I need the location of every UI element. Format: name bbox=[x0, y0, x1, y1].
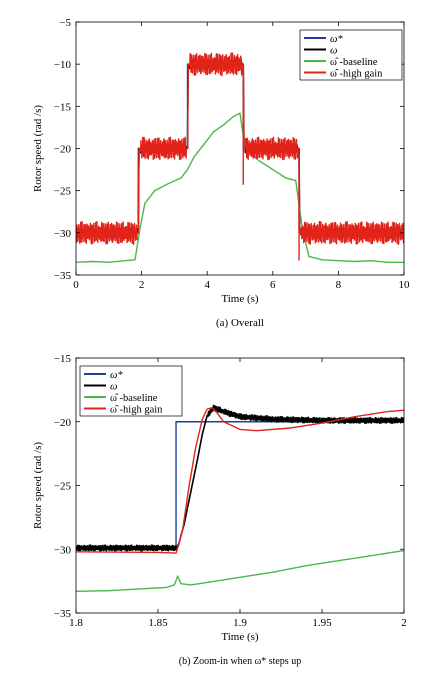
y-axis-label: Rotor speed (rad /s) bbox=[32, 442, 44, 529]
x-axis-label: Time (s) bbox=[221, 293, 259, 305]
series-line-1 bbox=[76, 58, 404, 239]
x-tick-label: 1.95 bbox=[312, 617, 332, 629]
legend-label-0: ω* bbox=[330, 34, 343, 45]
x-tick-label: 0 bbox=[73, 279, 79, 291]
chart-overall: 0 2 4 6 8 10 −5 −10 −15 −20 −25 −30 −35 Time (s) Rotor… bbox=[32, 17, 410, 305]
legend-label-3: ω̂ -high gain bbox=[110, 405, 163, 416]
x-tick-label: 10 bbox=[399, 279, 411, 291]
x-tick-label: 6 bbox=[270, 279, 276, 291]
y-tick-label: −10 bbox=[54, 59, 72, 71]
y-tick-label: −15 bbox=[54, 353, 72, 365]
x-tick-label: 1.8 bbox=[69, 617, 83, 629]
series-line-3 bbox=[76, 407, 404, 554]
series-group bbox=[76, 404, 404, 593]
x-tick-label: 4 bbox=[204, 279, 210, 291]
caption-overall: (a) Overall bbox=[216, 317, 264, 329]
x-tick-label: 1.9 bbox=[233, 617, 247, 629]
legend-label-1: ω bbox=[110, 382, 117, 393]
y-tick-label: −15 bbox=[54, 101, 72, 113]
x-tick-label: 2 bbox=[401, 617, 407, 629]
y-tick-label: −5 bbox=[59, 17, 71, 29]
legend-label-3: ω̂ -high gain bbox=[330, 69, 383, 80]
y-tick-label: −25 bbox=[54, 481, 72, 493]
series-line-0 bbox=[76, 63, 404, 234]
y-tick-label: −30 bbox=[54, 228, 72, 240]
legend-label-2: ω̂ -baseline bbox=[110, 393, 158, 404]
series-line-3 bbox=[76, 52, 404, 261]
x-tick-label: 8 bbox=[336, 279, 342, 291]
y-tick-label: −30 bbox=[54, 544, 72, 556]
series-line-0 bbox=[76, 421, 404, 550]
y-tick-label: −20 bbox=[54, 144, 72, 156]
y-axis-label: Rotor speed (rad /s) bbox=[32, 105, 44, 192]
series-line-1 bbox=[76, 404, 404, 552]
legend-label-1: ω bbox=[330, 46, 337, 57]
y-tick-label: −35 bbox=[54, 270, 72, 282]
legend-label-2: ω̂ -baseline bbox=[330, 57, 378, 68]
series-line-2 bbox=[76, 549, 404, 593]
chart-zoom-in: 1.8 1.85 1.9 1.95 2 −15 −20 −25 −30 −35 Time (s) Ro… bbox=[32, 353, 407, 643]
x-tick-label: 2 bbox=[139, 279, 145, 291]
x-axis-label: Time (s) bbox=[221, 631, 259, 643]
y-tick-label: −20 bbox=[54, 417, 72, 429]
x-tick-label: 1.85 bbox=[148, 617, 168, 629]
y-tick-label: −25 bbox=[54, 186, 72, 198]
series-group bbox=[76, 52, 404, 264]
y-tick-label: −35 bbox=[54, 608, 72, 620]
legend-label-0: ω* bbox=[110, 370, 123, 381]
series-line-2 bbox=[76, 112, 404, 264]
caption-zoom-in: (b) Zoom-in when ω* steps up bbox=[179, 656, 301, 667]
